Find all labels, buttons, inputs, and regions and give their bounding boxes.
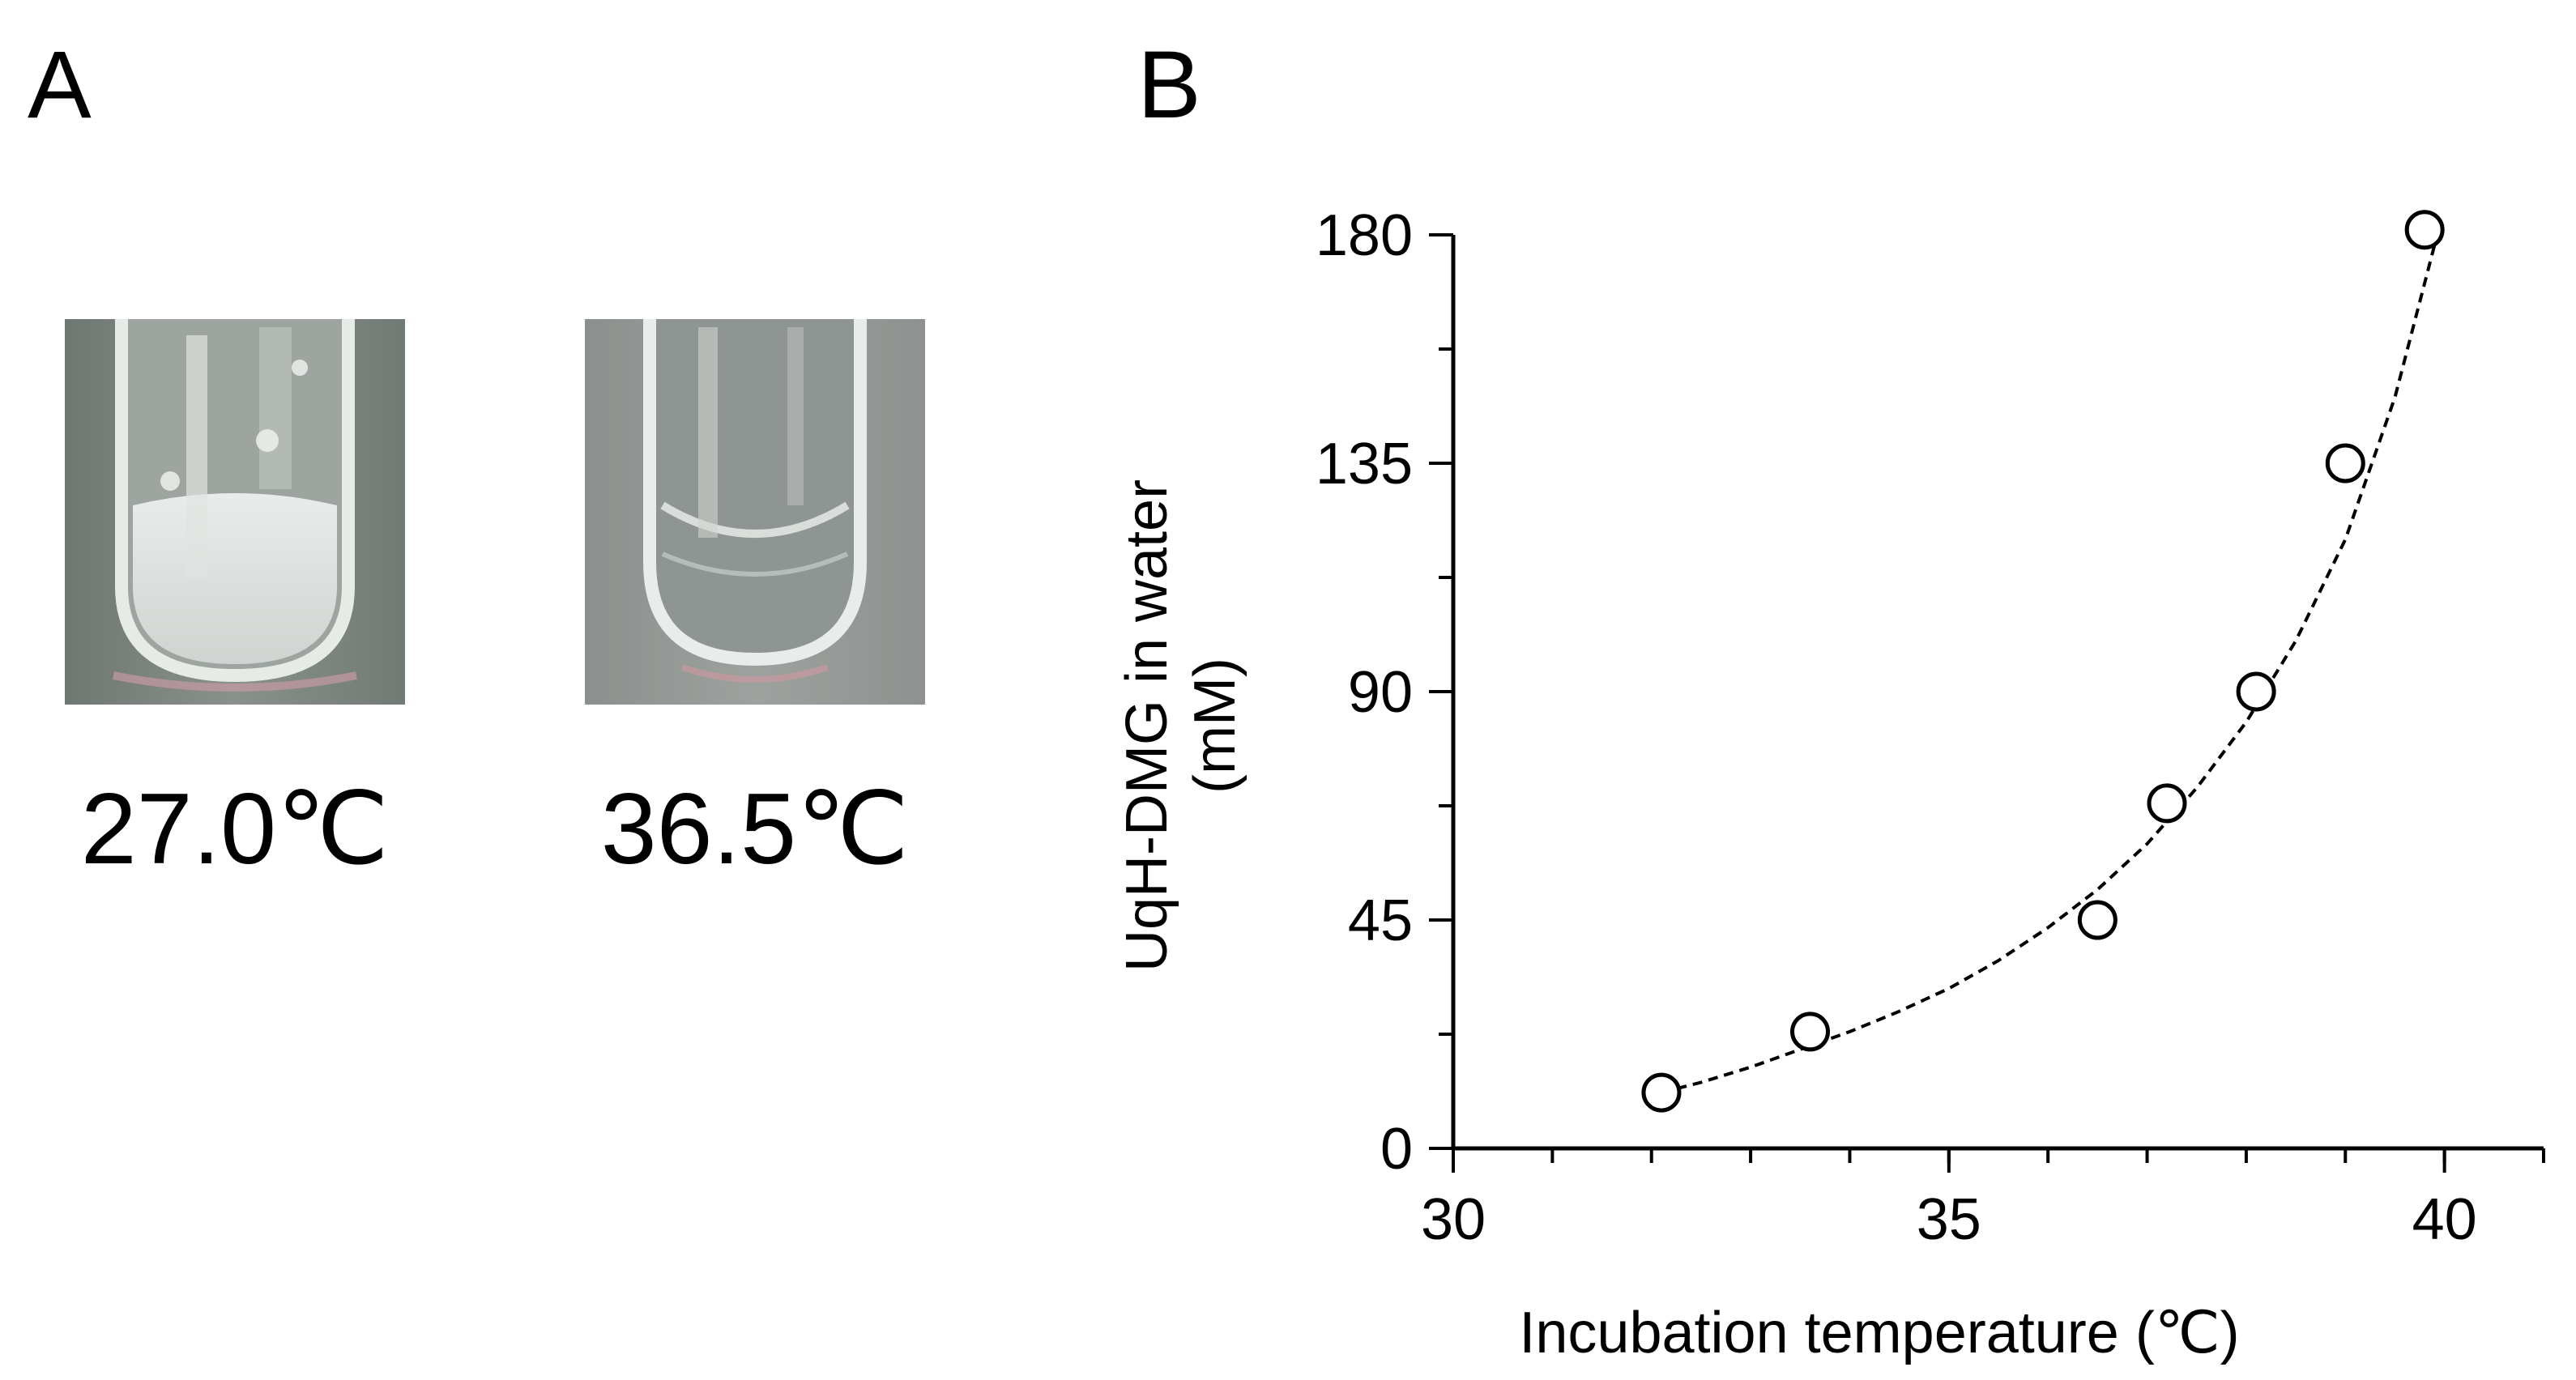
tube-photo-clear [585,319,925,705]
data-point [2236,671,2276,712]
x-tick-label: 35 [1917,1187,1981,1252]
data-point [2077,900,2118,940]
tube-1-caption: 27.0℃ [80,773,390,885]
y-tick-label: 180 [1316,203,1413,268]
y-tick-label: 135 [1316,432,1413,496]
data-point [2404,210,2445,250]
y-tick-label: 90 [1348,660,1413,725]
panel-b-label: B [1137,32,1201,138]
tube-photo-cloudy [65,319,405,705]
x-tick-label: 30 [1421,1187,1486,1252]
y-tick-label: 0 [1380,1117,1413,1182]
chart-fit-curve [1661,244,2437,1095]
chart-ticks: 30 35 40 0 45 90 135 180 [1316,203,2545,1252]
tube-2-caption: 36.5℃ [600,773,910,885]
y-axis-label-line1: UqH-DMG in water [1115,479,1179,972]
chart-axes [1451,235,2544,1151]
y-tick-label: 45 [1348,888,1413,953]
chart-points [1641,210,2445,1113]
fit-curve-line [1661,244,2437,1095]
x-tick-label: 40 [2412,1187,2477,1252]
panel-a-label: A [28,32,92,138]
data-point [1641,1072,1682,1113]
data-point [2325,443,2365,483]
x-axis-label: Incubation temperature (℃) [1519,1301,2239,1365]
data-point [1790,1012,1831,1052]
y-axis-label-line2: (mM) [1183,658,1247,794]
data-point [2147,783,2187,824]
